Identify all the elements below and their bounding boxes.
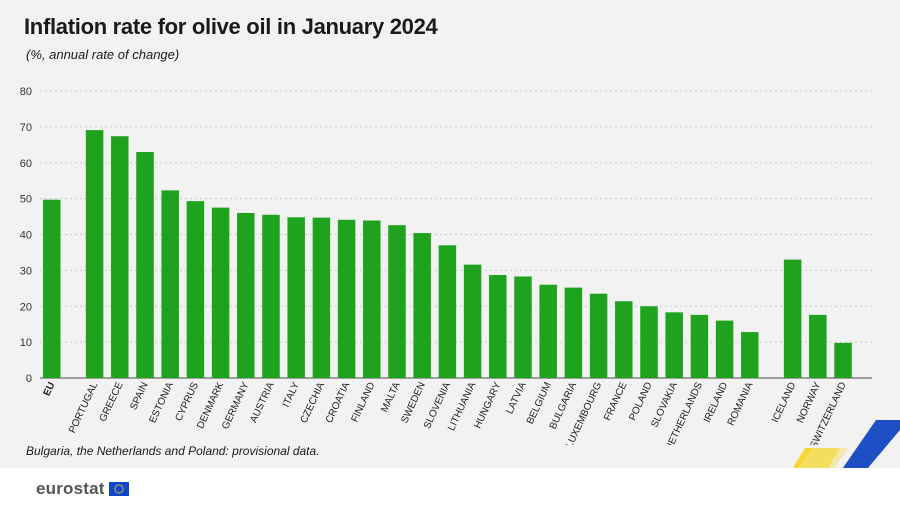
bar — [211, 207, 230, 378]
bar — [237, 212, 255, 378]
bar — [438, 245, 457, 378]
eurostat-logo: eurostat — [36, 479, 129, 499]
x-tick-label: LATVIA — [504, 380, 528, 416]
x-tick-label: SPAIN — [128, 381, 150, 412]
x-tick-label: ROMANIA — [726, 380, 756, 427]
bar — [741, 332, 759, 378]
x-tick-label: ITALY — [281, 380, 302, 409]
x-tick-label: FRANCE — [602, 380, 629, 422]
bar — [589, 293, 608, 378]
x-tick-label: IRELAND — [702, 381, 730, 425]
bar — [337, 219, 356, 378]
bar — [615, 301, 633, 378]
y-tick-label: 20 — [20, 301, 32, 313]
bar — [783, 259, 802, 378]
x-tick-label: GREECE — [98, 380, 126, 423]
x-tick-label: HUNGARY — [472, 380, 503, 430]
bar — [489, 275, 507, 378]
bar — [413, 233, 431, 378]
x-tick-label: BELGIUM — [525, 381, 554, 426]
bar — [186, 201, 205, 378]
bar — [463, 264, 482, 378]
bar — [539, 284, 557, 378]
y-tick-label: 30 — [20, 265, 32, 277]
bar — [111, 136, 129, 378]
bar — [161, 190, 179, 378]
y-tick-label: 70 — [20, 122, 32, 134]
bar — [388, 225, 406, 378]
x-tick-label: SWEDEN — [399, 381, 428, 425]
x-tick-label: CROATIA — [324, 380, 353, 425]
bar — [640, 306, 658, 378]
y-tick-label: 10 — [20, 337, 32, 349]
y-tick-label: 50 — [20, 194, 32, 206]
x-tick-label: MALTA — [379, 380, 403, 414]
chart-title: Inflation rate for olive oil in January … — [24, 14, 438, 39]
y-tick-label: 60 — [20, 158, 32, 170]
footer: eurostat — [0, 468, 900, 506]
bar — [665, 312, 683, 378]
bar — [136, 151, 154, 378]
chart-subtitle: (%, annual rate of change) — [26, 47, 180, 62]
bar — [312, 217, 331, 378]
x-tick-label: AUSTRIA — [248, 380, 276, 424]
y-tick-label: 0 — [26, 373, 32, 385]
x-tick-label: EU — [42, 381, 58, 398]
x-tick-label: CZECHIA — [299, 380, 328, 425]
y-tick-label: 40 — [20, 230, 32, 242]
bar — [834, 342, 852, 378]
bar — [715, 320, 734, 378]
bar — [514, 276, 532, 378]
x-tick-label: NORWAY — [795, 380, 824, 425]
x-tick-label: ESTONIA — [147, 380, 176, 425]
x-tick-label: CYPRUS — [174, 380, 202, 423]
bar — [564, 287, 583, 378]
bar — [85, 130, 104, 378]
bar — [262, 214, 280, 378]
bar — [43, 199, 61, 378]
logo-text: eurostat — [36, 479, 105, 498]
x-tick-label: ICELAND — [770, 381, 798, 425]
bar — [363, 220, 381, 378]
bar — [809, 314, 827, 378]
footnote: Bulgaria, the Netherlands and Poland: pr… — [26, 444, 320, 458]
bar — [690, 314, 709, 378]
y-tick-label: 80 — [20, 86, 32, 98]
x-tick-label: POLAND — [627, 381, 654, 423]
x-tick-label: FINLAND — [349, 381, 377, 424]
bar — [287, 217, 305, 378]
eu-flag-icon — [108, 482, 129, 496]
x-tick-label: PORTUGAL — [67, 380, 100, 435]
